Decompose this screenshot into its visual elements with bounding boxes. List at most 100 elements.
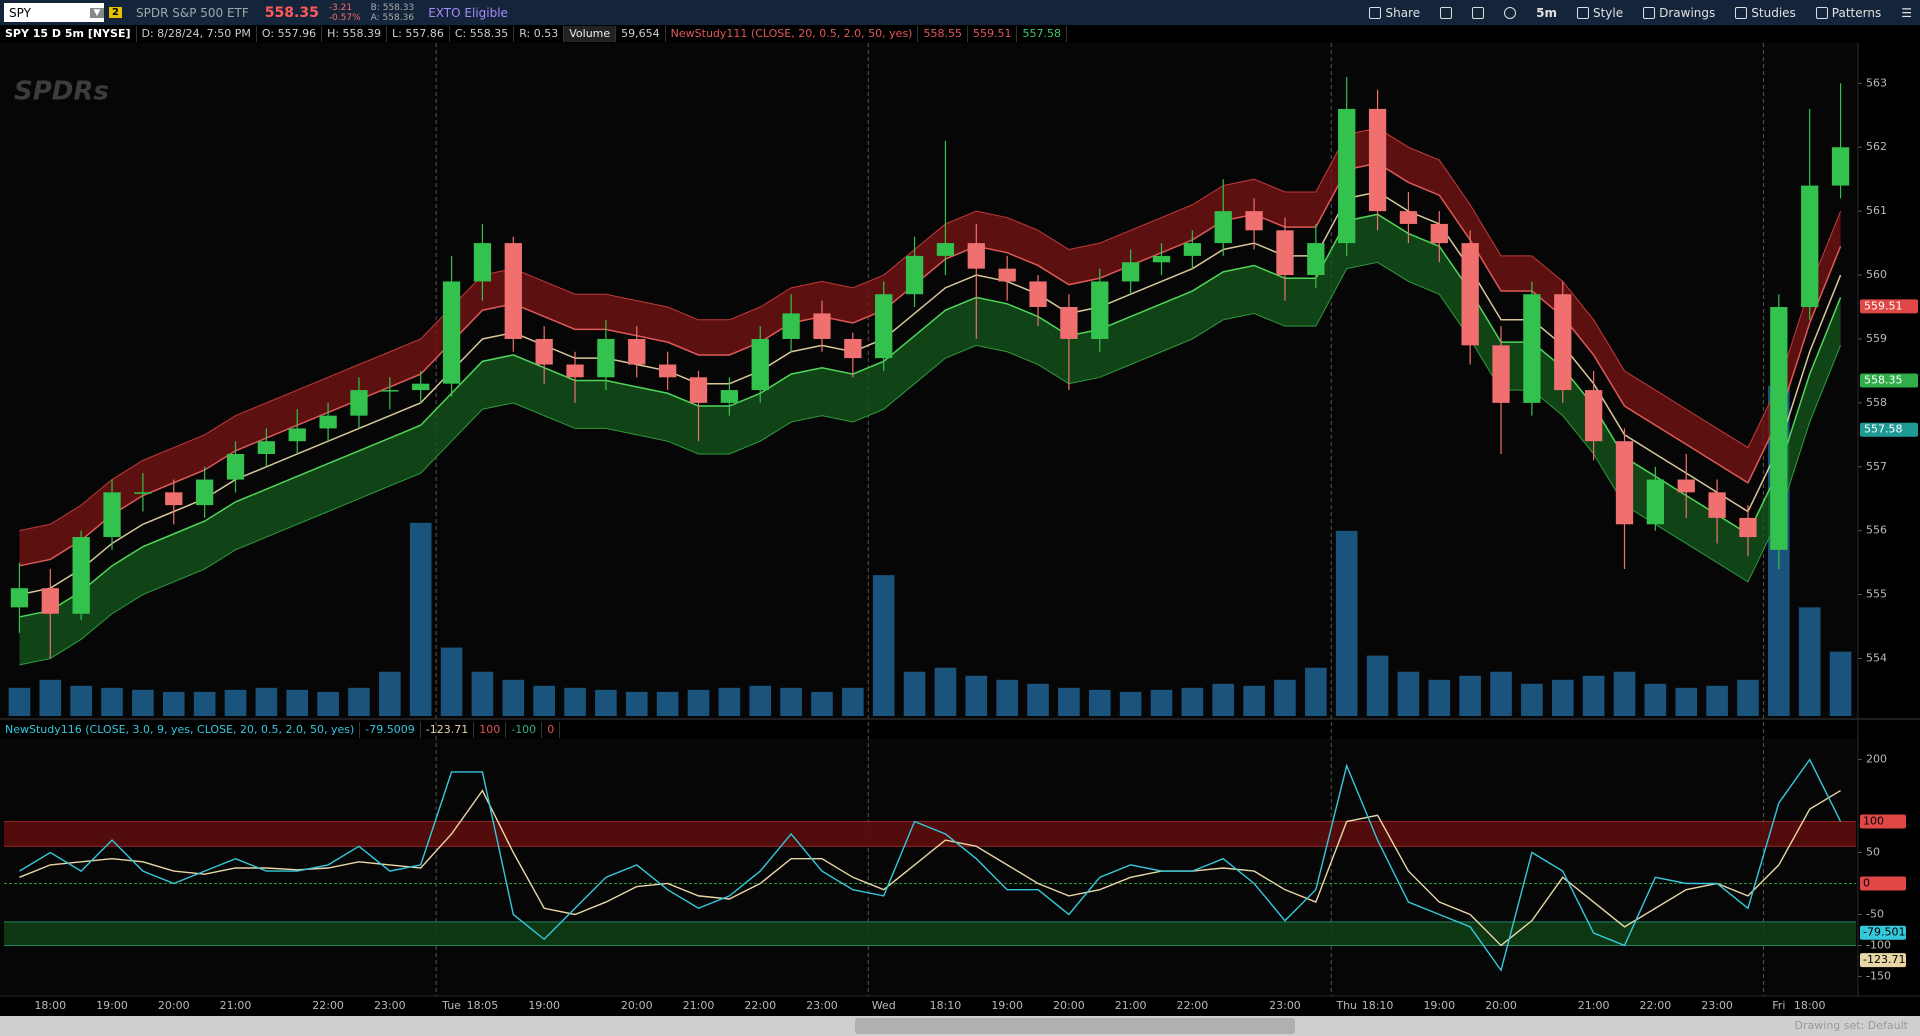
volume-bar	[39, 679, 62, 716]
price-marker-label: 559.51	[1864, 299, 1903, 312]
logo: SPDRs	[14, 77, 109, 107]
change-pct: -0.57%	[328, 12, 361, 23]
x-tick-label: 22:00	[744, 999, 776, 1012]
button-label: Drawings	[1659, 5, 1716, 20]
ask: A: 558.36	[370, 12, 415, 23]
x-tick-label: 18:05	[467, 999, 499, 1012]
price-marker-label: 558.35	[1864, 374, 1903, 387]
volume-bar	[1088, 689, 1111, 716]
x-tick-label: 20:00	[158, 999, 190, 1012]
menu-icon: ☰	[1901, 5, 1912, 20]
candle-body	[1276, 230, 1294, 276]
info-field: H: 558.39	[322, 26, 388, 42]
candle-body	[628, 338, 646, 365]
timeframe-button[interactable]: 5m	[1526, 6, 1567, 20]
x-tick-label: 21:00	[683, 999, 715, 1012]
y-tick-label: 557	[1866, 460, 1887, 473]
volume-value: 59,654	[616, 26, 666, 42]
value-marker	[1860, 953, 1906, 968]
volume-bar	[749, 685, 772, 716]
description: SPDR S&P 500 ETF	[135, 5, 249, 20]
studies-button[interactable]: Studies	[1725, 6, 1806, 20]
volume-bar	[1737, 679, 1759, 716]
icon-button[interactable]	[1462, 6, 1494, 19]
value-marker-label: -79.501	[1863, 926, 1905, 939]
volume-bar	[317, 691, 339, 716]
volume-bar	[255, 687, 278, 716]
drawing-set: Drawing set: Default	[1795, 1019, 1909, 1032]
y-tick-label: -150	[1866, 969, 1891, 982]
candle-body	[1461, 243, 1479, 346]
style-button[interactable]: Style	[1567, 6, 1633, 20]
volume-bar	[1428, 679, 1451, 716]
candle-body	[10, 588, 29, 608]
volume-bar	[1150, 689, 1173, 716]
y-tick-label: 554	[1866, 651, 1887, 664]
y-tick-label: 563	[1866, 76, 1887, 89]
x-tick-label: 23:00	[1701, 999, 1733, 1012]
x-tick-label: 18:10	[930, 999, 962, 1012]
candle-body	[1338, 108, 1356, 244]
oscillator-line	[19, 789, 1841, 947]
volume-bar	[502, 679, 525, 716]
volume-bar	[965, 675, 988, 716]
volume-bar	[996, 679, 1018, 716]
x-tick-label: 20:00	[1485, 999, 1517, 1012]
candle-body	[1060, 307, 1078, 339]
study-header: NewStudy116 (CLOSE, 3.0, 9, yes, CLOSE, …	[0, 722, 561, 738]
x-tick-label: Tue	[441, 999, 461, 1012]
exto: EXTO Eligible	[428, 5, 508, 20]
zone	[4, 821, 1856, 847]
x-tick-label: Thu	[1335, 999, 1357, 1012]
link-badge[interactable]: 2	[109, 7, 122, 18]
study-value: 100	[474, 722, 507, 738]
candle-body	[1554, 294, 1572, 391]
value-marker-label: 100	[1863, 815, 1884, 828]
button-label: Studies	[1751, 5, 1796, 20]
volume-bar	[286, 689, 309, 716]
volume-bar	[595, 689, 617, 716]
x-tick-label: 22:00	[312, 999, 344, 1012]
change-value: -3.21	[328, 2, 353, 13]
symbol: SPY	[9, 5, 31, 20]
volume-bar	[842, 687, 864, 716]
icon-button[interactable]	[1494, 6, 1526, 19]
volume-bar	[1181, 687, 1204, 716]
study-value: 559.51	[968, 26, 1018, 42]
y-tick-label: -100	[1866, 938, 1891, 951]
button-label: Style	[1592, 5, 1624, 20]
y-tick-label: 559	[1866, 332, 1887, 345]
volume-bar	[348, 687, 370, 716]
symbol-box[interactable]: SPY ▼	[4, 3, 104, 22]
candle-body	[597, 338, 615, 378]
volume-bar	[1490, 671, 1512, 716]
volume-bar	[193, 691, 216, 716]
share-button[interactable]: Share	[1359, 6, 1430, 20]
icon	[1815, 6, 1828, 19]
patterns-button[interactable]: Patterns	[1806, 6, 1891, 20]
x-tick-label: 19:00	[528, 999, 560, 1012]
info-field: C: 558.35	[450, 26, 515, 42]
plot-layer: 554 555 556 557 558 559 560 561 562 563 559.51 558.…	[4, 43, 1918, 1012]
icon	[1643, 6, 1656, 19]
candle-body	[226, 453, 245, 480]
study-value: -123.71	[421, 722, 475, 738]
study-value: 557.58	[1017, 26, 1067, 42]
icon-button[interactable]	[1430, 6, 1462, 19]
candle-body	[1214, 211, 1232, 244]
menu-button[interactable]: ☰	[1891, 6, 1920, 20]
symbol-dropdown[interactable]: ▼	[90, 7, 104, 18]
icon	[1369, 6, 1382, 19]
volume-bar	[1706, 685, 1728, 716]
toolbar: SPY ▼ 2 SPDR S&P 500 ETF 558.35 -3.21 -0.5…	[0, 0, 1920, 25]
candle-body	[1677, 479, 1695, 493]
volume-bar	[1119, 691, 1142, 716]
candle-body	[1307, 243, 1325, 276]
scroll-thumb[interactable]	[855, 1018, 1295, 1034]
volume-bar	[811, 691, 833, 716]
candle-body	[1183, 243, 1202, 256]
x-tick-label: 20:00	[621, 999, 653, 1012]
drawings-button[interactable]: Drawings	[1633, 6, 1725, 20]
